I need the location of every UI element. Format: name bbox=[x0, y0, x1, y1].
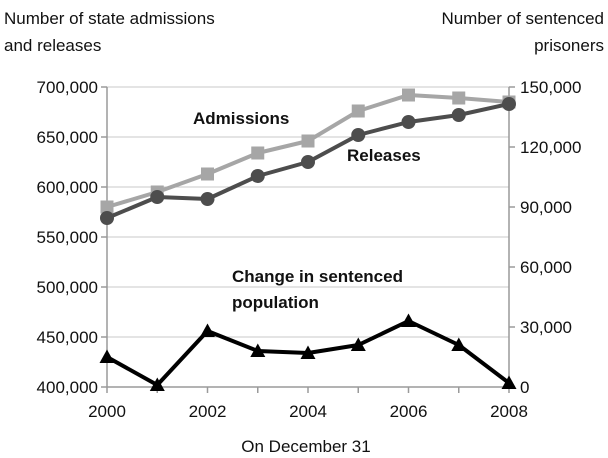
data-point-circle bbox=[301, 155, 315, 169]
right-tick-label: 120,000 bbox=[520, 138, 581, 157]
left-axis-title-line-2: and releases bbox=[4, 36, 101, 55]
data-point-triangle bbox=[501, 375, 517, 389]
series bbox=[99, 88, 517, 391]
data-point-circle bbox=[100, 211, 114, 225]
x-tick-label: 2006 bbox=[390, 402, 428, 421]
data-point-square bbox=[452, 91, 466, 105]
data-point-circle bbox=[200, 192, 215, 206]
data-point-circle bbox=[451, 108, 466, 122]
data-point-triangle bbox=[149, 377, 165, 391]
data-point-triangle bbox=[300, 345, 316, 359]
x-tick-label: 2000 bbox=[88, 402, 126, 421]
data-point-square bbox=[251, 146, 265, 160]
right-tick-label: 150,000 bbox=[520, 78, 581, 97]
data-point-triangle bbox=[350, 337, 366, 351]
left-tick-label: 450,000 bbox=[37, 328, 98, 347]
data-point-square bbox=[402, 88, 415, 102]
axes: 400,000 450,000 500,000 550,000 600,000 650,0… bbox=[37, 78, 582, 421]
x-tick-label: 2004 bbox=[289, 402, 327, 421]
right-tick-label: 0 bbox=[520, 378, 529, 397]
releases-label: Releases bbox=[347, 146, 421, 165]
data-point-circle bbox=[351, 128, 366, 142]
data-point-triangle bbox=[250, 343, 266, 357]
x-tick-label: 2008 bbox=[490, 402, 528, 421]
right-tick-label: 30,000 bbox=[520, 318, 572, 337]
data-point-circle bbox=[250, 169, 265, 183]
right-axis-title-line-2: prisoners bbox=[534, 36, 604, 55]
data-point-square bbox=[100, 200, 114, 214]
left-tick-label: 650,000 bbox=[37, 128, 98, 147]
left-tick-label: 500,000 bbox=[37, 278, 98, 297]
data-point-circle bbox=[150, 190, 165, 204]
data-point-triangle bbox=[200, 323, 215, 337]
data-point-square bbox=[201, 167, 214, 181]
left-tick-label: 400,000 bbox=[37, 378, 98, 397]
data-point-circle bbox=[502, 97, 516, 111]
data-point-circle bbox=[401, 115, 416, 129]
x-axis-title: On December 31 bbox=[241, 437, 370, 456]
data-point-triangle bbox=[401, 313, 416, 327]
right-tick-label: 90,000 bbox=[520, 198, 572, 217]
data-point-triangle bbox=[451, 337, 467, 351]
change-label-line-1: Change in sentenced bbox=[232, 267, 403, 286]
right-axis-title-line-1: Number of sentenced bbox=[441, 9, 604, 28]
data-point-square bbox=[301, 134, 315, 148]
right-tick-label: 60,000 bbox=[520, 258, 572, 277]
x-tick-label: 2002 bbox=[189, 402, 227, 421]
series-line bbox=[106, 93, 510, 209]
left-tick-label: 700,000 bbox=[37, 78, 98, 97]
left-tick-label: 600,000 bbox=[37, 178, 98, 197]
left-tick-label: 550,000 bbox=[37, 228, 98, 247]
data-point-triangle bbox=[99, 349, 115, 363]
data-point-square bbox=[351, 104, 365, 118]
left-axis-title-line-1: Number of state admissions bbox=[4, 9, 215, 28]
admissions-label: Admissions bbox=[193, 109, 289, 128]
change-label-line-2: population bbox=[232, 293, 319, 312]
